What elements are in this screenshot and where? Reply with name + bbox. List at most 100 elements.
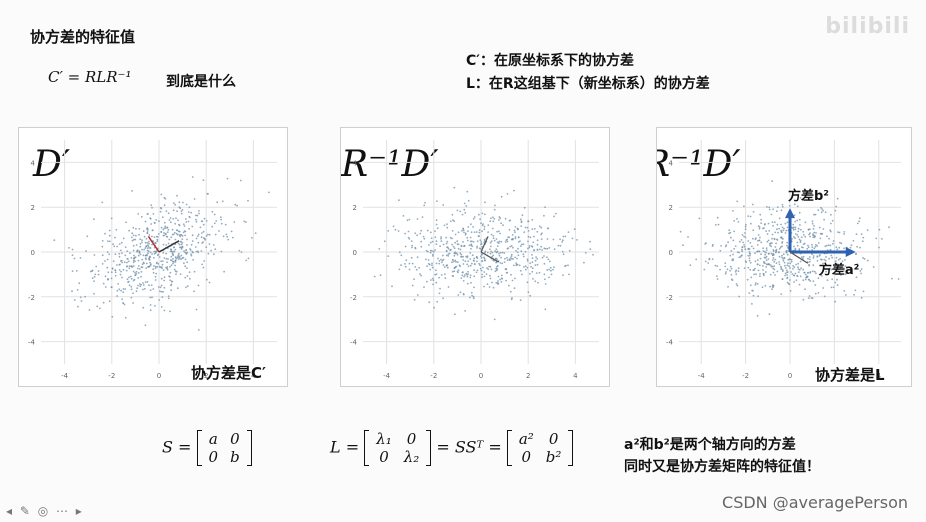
data-point [441,261,443,264]
panel-label-d-prime: D′ [32,144,70,185]
data-point [824,259,827,262]
data-point [176,233,179,236]
data-point [163,234,166,237]
data-point [453,267,456,270]
data-point [774,251,777,254]
data-point [431,262,433,265]
data-point [452,245,455,248]
data-point [536,239,539,242]
data-point [522,255,525,258]
data-point [534,280,537,283]
data-point [181,209,184,211]
data-point [159,206,162,209]
x-tick-label: 4 [573,372,578,380]
data-point [141,263,144,266]
data-point [508,228,511,231]
data-point [147,245,150,248]
data-point [510,255,513,258]
data-point [470,291,473,294]
data-point [799,260,802,263]
data-point [434,236,437,238]
data-point [473,269,476,271]
data-point [454,241,457,244]
data-point [471,254,474,257]
data-point [140,275,142,278]
data-point [472,259,475,262]
data-point [782,229,785,232]
data-point [422,235,425,238]
data-point [798,249,801,251]
data-point [734,245,737,247]
data-point [807,278,810,281]
data-point [533,249,536,252]
data-point [445,242,448,245]
data-point [484,201,486,204]
data-point [531,267,534,270]
data-point [539,248,541,251]
data-point [195,237,198,240]
data-point [435,240,438,243]
data-point [181,242,184,244]
data-point [714,264,717,267]
data-point [408,238,411,240]
data-point [483,238,486,241]
data-point [156,254,159,257]
data-point [796,219,799,222]
data-point [436,300,439,303]
matrix-cell: b [230,448,240,466]
data-point [838,246,841,249]
data-point [478,247,481,250]
axis-label-b-squared: 方差b² [788,188,829,204]
data-point [784,232,787,234]
data-point [407,230,410,233]
data-point [152,268,155,271]
data-point [482,223,484,226]
data-point [440,240,443,242]
data-point [836,278,838,281]
slide-toolbar-icons[interactable]: ◂ ✎ ◎ ⋯ ▸ [6,504,84,518]
data-point [193,198,196,200]
data-point [459,265,461,268]
data-point [165,235,168,238]
data-point [552,268,554,271]
data-point [536,263,539,266]
data-point [464,310,466,312]
data-point [509,259,511,262]
data-point [738,251,740,254]
data-point [741,234,744,236]
data-point [756,259,759,261]
data-point [794,228,797,231]
data-point [831,219,834,222]
data-point [451,261,453,264]
data-point [124,316,127,319]
data-point [549,266,552,269]
data-point [813,231,816,234]
data-point [205,246,208,248]
axis-label-a-squared: 方差a² [819,262,859,278]
data-point [464,233,467,236]
data-point [413,298,416,301]
data-point [175,273,177,275]
data-point [807,272,809,274]
data-point [148,284,150,287]
data-point [738,295,741,298]
data-point [147,265,149,268]
data-point [177,254,180,257]
data-point [479,239,482,241]
data-point [733,220,736,222]
data-point [104,275,107,278]
data-point [771,221,774,223]
data-point [481,253,483,256]
data-point [101,201,104,204]
data-point [776,239,779,241]
data-point [798,211,801,214]
eigenvector-dark [158,240,180,253]
data-point [796,274,798,277]
summary-text: a²和b²是两个轴方向的方差 同时又是协方差矩阵的特征值！ [624,434,820,478]
data-point [759,213,762,216]
data-point [178,252,180,255]
data-point [571,237,574,240]
data-point [543,214,545,217]
data-point [802,255,805,258]
data-point [138,233,140,236]
